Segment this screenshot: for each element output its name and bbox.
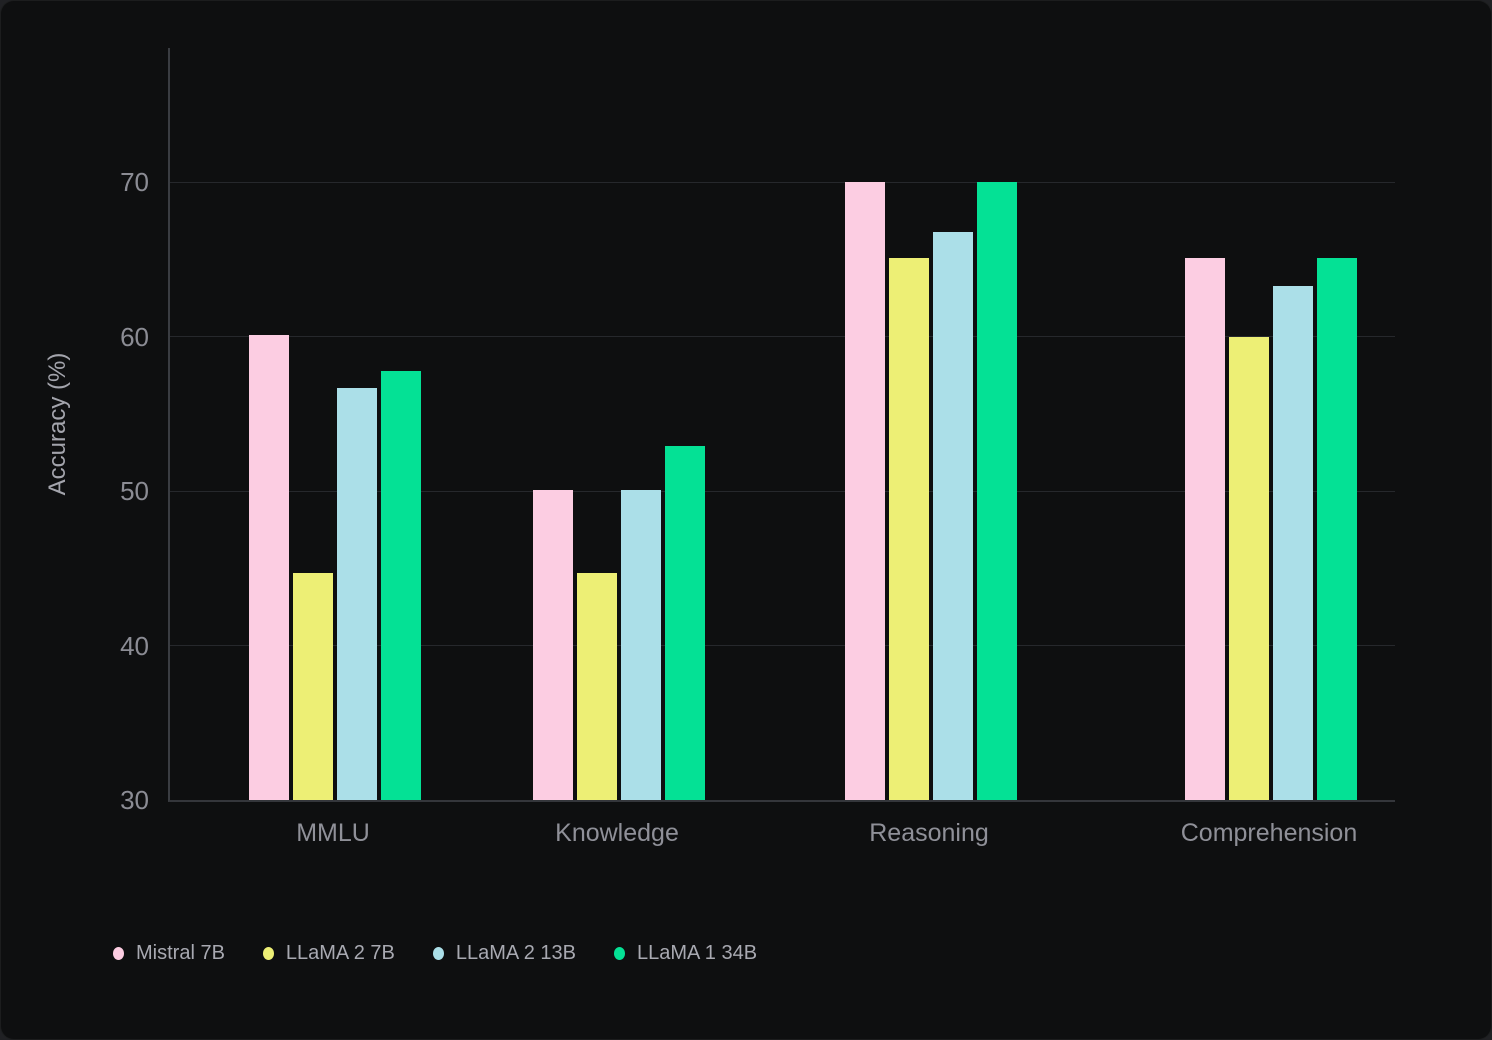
y-tick-label-40: 40 [120,630,149,661]
bar-llama-2-13b-comprehension [1273,285,1313,800]
y-tick-label-70: 70 [120,167,149,198]
bar-llama-2-7b-reasoning [889,258,929,800]
bar-llama-2-13b-mmlu [337,387,377,800]
bar-group-mmlu [249,48,421,800]
bar-llama-2-13b-knowledge [621,489,661,800]
legend-label: LLaMA 2 13B [455,942,576,964]
bar-llama-2-7b-comprehension [1229,336,1269,800]
legend-dot-icon [113,947,124,960]
x-category-label-comprehension: Comprehension [1180,819,1358,847]
bar-mistral-7b-comprehension [1185,258,1225,800]
legend-item-llama-1-34b[interactable]: LLaMA 1 34B [613,942,758,965]
bar-llama-2-7b-mmlu [293,573,333,800]
y-tick-label-50: 50 [120,476,149,507]
bar-mistral-7b-knowledge [533,489,573,800]
x-category-label-reasoning: Reasoning [869,819,989,847]
legend: Mistral 7B LLaMA 2 7B LLaMA 2 13B LLaMA 1 3… [113,942,757,965]
legend-dot-icon [613,947,625,960]
legend-label: Mistral 7B [136,942,225,964]
y-axis-title: Accuracy (%) [44,352,71,496]
gridline-y-60 [170,336,1395,338]
legend-item-llama-2-13b[interactable]: LLaMA 2 13B [432,942,576,965]
gridline-y-40 [170,645,1395,647]
y-tick-label-60: 60 [120,321,149,352]
bar-llama-1-34b-reasoning [977,182,1017,800]
legend-label: LLaMA 1 34B [636,942,758,964]
y-tick-label-30: 30 [120,785,149,815]
x-category-label-mmlu: MMLU [296,819,370,847]
bar-group-knowledge [533,48,705,800]
legend-item-mistral-7b[interactable]: Mistral 7B [113,942,225,965]
bar-group-comprehension [1185,48,1357,800]
bar-llama-2-13b-reasoning [933,231,973,800]
legend-item-llama-2-7b[interactable]: LLaMA 2 7B [262,942,395,965]
gridline-y-70 [170,181,1395,183]
bar-mistral-7b-reasoning [845,182,885,800]
gridline-y-50 [170,490,1395,492]
legend-label: LLaMA 2 7B [285,942,395,964]
bar-group-reasoning [845,48,1017,800]
bar-llama-1-34b-mmlu [381,370,421,800]
bar-llama-1-34b-comprehension [1317,258,1357,800]
plot-area [168,48,1395,802]
bar-mistral-7b-mmlu [249,335,289,800]
legend-dot-icon [432,947,444,960]
bar-llama-2-7b-knowledge [577,573,617,800]
legend-dot-icon [262,947,274,960]
bar-llama-1-34b-knowledge [665,446,705,800]
x-category-label-knowledge: Knowledge [555,819,679,847]
